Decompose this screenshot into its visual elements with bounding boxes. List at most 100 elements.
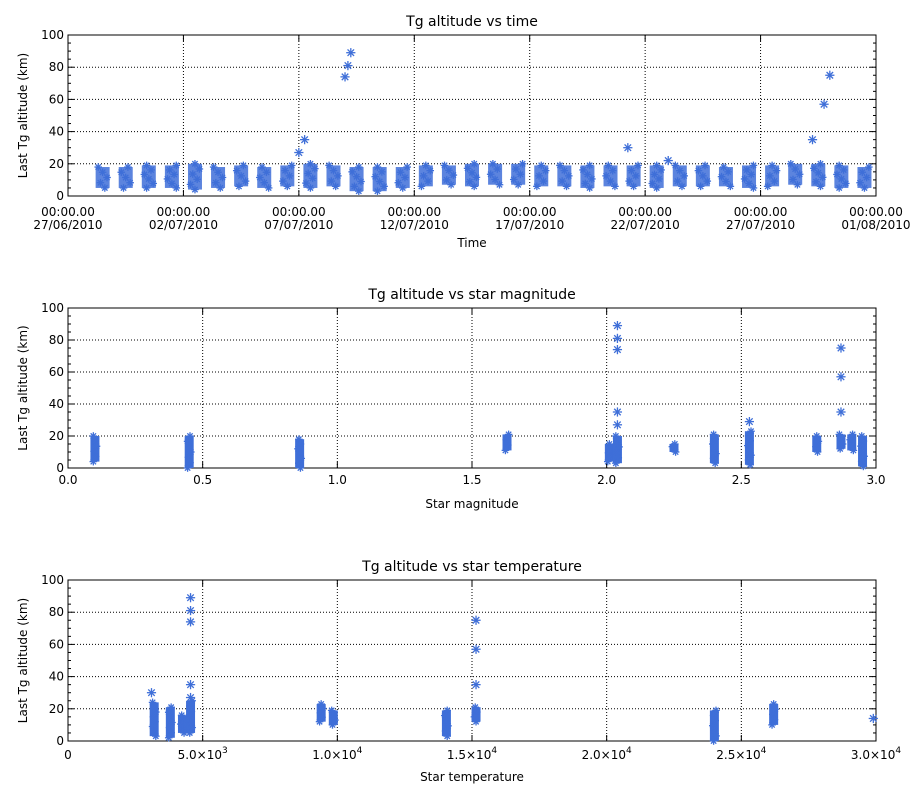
data-point	[606, 177, 615, 185]
data-point	[426, 166, 435, 175]
data-point	[472, 717, 480, 726]
data-point	[101, 184, 109, 192]
data-point	[703, 177, 712, 185]
data-point	[558, 177, 566, 185]
data-point	[443, 732, 452, 740]
data-point	[471, 615, 481, 625]
data-point	[502, 435, 511, 444]
x-tick-label-exponent: 4	[357, 746, 363, 756]
cluster-band	[502, 434, 512, 451]
data-point	[711, 459, 719, 467]
y-tick-label: 80	[49, 605, 64, 619]
data-point	[424, 177, 432, 185]
data-point	[315, 717, 324, 726]
data-cluster	[279, 161, 296, 191]
data-point	[256, 173, 264, 182]
cluster-band	[90, 436, 100, 462]
data-point	[373, 163, 382, 171]
data-point	[846, 435, 854, 444]
data-point	[836, 343, 846, 353]
data-point	[608, 166, 617, 175]
data-point	[350, 182, 359, 191]
plot-frame	[67, 307, 877, 469]
data-cluster	[294, 435, 306, 472]
x-tick-label: 0.0	[58, 473, 77, 487]
x-tick-label-time: 00:00.00	[849, 205, 903, 219]
chart-title: Tg altitude vs time	[405, 14, 538, 30]
x-tick-label-time: 00:00.00	[387, 205, 441, 219]
plot-frame	[67, 579, 877, 742]
data-point	[724, 168, 732, 176]
data-point	[501, 446, 510, 455]
y-tick-label: 80	[49, 333, 64, 347]
x-tick-label: 2.0×104	[582, 746, 632, 762]
data-cluster	[117, 163, 134, 192]
data-cluster	[556, 161, 573, 191]
data-point	[585, 184, 594, 192]
data-point	[841, 179, 850, 188]
data-point	[218, 173, 227, 182]
data-cluster	[612, 432, 623, 467]
data-point	[375, 177, 384, 186]
data-point	[354, 163, 363, 171]
data-point	[612, 448, 621, 457]
x-tick-label-base: 1.0×10	[312, 748, 356, 762]
data-point	[556, 161, 564, 170]
data-cluster	[835, 430, 847, 453]
data-point	[394, 178, 403, 187]
data-point	[807, 135, 818, 145]
x-tick-label-date: 27/07/2010	[726, 218, 795, 232]
data-point	[858, 168, 867, 177]
x-tick-label: 5.0×103	[178, 746, 228, 762]
data-cluster	[209, 163, 227, 192]
data-cluster	[302, 160, 319, 192]
data-point	[186, 180, 195, 189]
data-point	[699, 172, 707, 180]
data-cluster	[709, 430, 720, 467]
data-point	[357, 177, 365, 186]
x-tick-label-date: 01/08/2010	[841, 218, 910, 232]
data-point	[302, 179, 310, 187]
data-point	[671, 448, 680, 456]
data-cluster	[501, 430, 513, 455]
data-point	[470, 182, 478, 191]
chart-panel-2: Tg altitude vs star magnitude 0 20 40 60 80 10…	[16, 287, 886, 511]
data-point	[239, 161, 248, 170]
data-point	[769, 700, 778, 708]
x-tick-label: 3.0×104	[851, 746, 901, 762]
data-point	[185, 593, 196, 603]
y-tick-label: 40	[49, 125, 64, 139]
data-point	[588, 175, 596, 183]
data-point	[172, 184, 181, 192]
data-point	[124, 163, 132, 171]
data-point	[701, 161, 709, 170]
data-point	[237, 172, 245, 180]
data-point	[419, 172, 428, 180]
data-point	[657, 166, 665, 174]
data-point	[354, 187, 363, 195]
data-point	[294, 147, 304, 158]
data-point	[847, 441, 856, 449]
y-tick-label: 60	[49, 365, 64, 379]
data-point	[629, 182, 638, 191]
data-cluster	[463, 160, 481, 191]
data-point	[766, 172, 774, 180]
data-point	[625, 177, 633, 185]
data-point	[816, 182, 825, 191]
data-point	[191, 185, 199, 194]
data-cluster	[648, 161, 665, 192]
y-tick-label: 40	[49, 670, 64, 684]
data-cluster	[148, 698, 160, 740]
data-point	[489, 160, 497, 168]
x-tick-label-exponent: 4	[761, 746, 767, 756]
data-point	[857, 442, 865, 450]
data-point	[117, 168, 126, 177]
data-point	[862, 173, 871, 182]
data-point	[308, 174, 317, 183]
data-point	[839, 166, 848, 174]
data-point	[613, 437, 622, 446]
data-point	[740, 175, 749, 183]
data-point	[623, 143, 633, 153]
x-tick-label-time: 00:00.00	[157, 205, 211, 219]
